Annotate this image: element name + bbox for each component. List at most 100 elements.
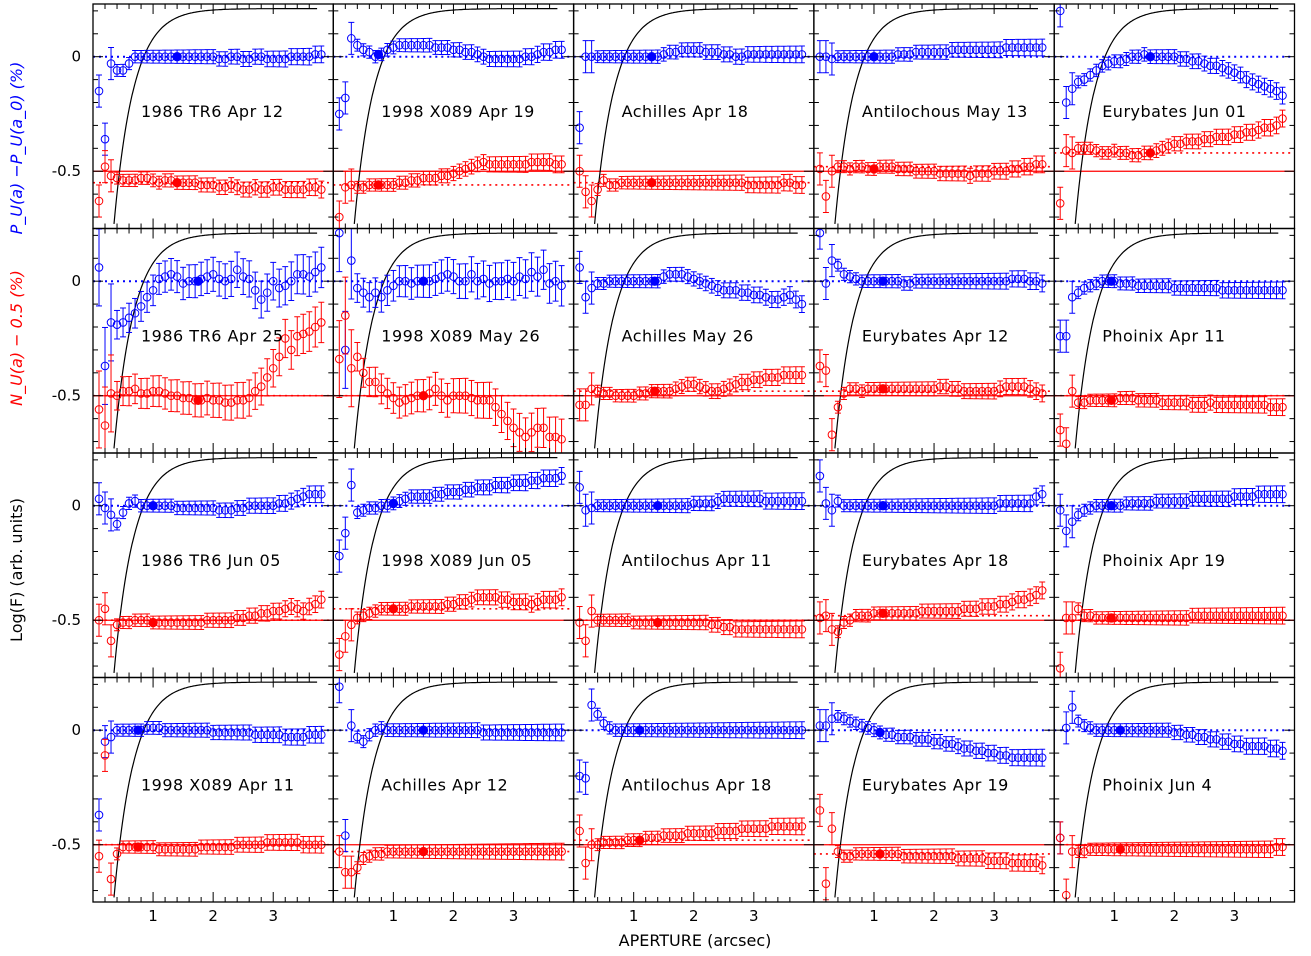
- null-point: [743, 625, 753, 634]
- pol-point: [1025, 276, 1035, 286]
- pol-point: [545, 47, 554, 57]
- pol-ref-point: [373, 49, 384, 60]
- pol-point: [923, 276, 933, 286]
- pol-point: [106, 318, 116, 327]
- pol-point: [929, 276, 939, 286]
- null-point: [773, 180, 783, 190]
- pol-point: [515, 272, 524, 281]
- null-point: [1188, 137, 1197, 146]
- null-point: [581, 636, 590, 646]
- null-point: [1206, 398, 1215, 407]
- flux-curve: [1074, 232, 1279, 449]
- pol-point: [304, 52, 314, 61]
- pol-point: [244, 274, 254, 284]
- pol-point: [425, 40, 434, 50]
- pol-point: [959, 45, 969, 55]
- null-point: [232, 613, 242, 623]
- pol-point: [1218, 286, 1227, 295]
- pol-point: [437, 43, 446, 52]
- panel: Achilles May 26: [572, 227, 815, 454]
- pol-point: [479, 483, 488, 492]
- null-point: [959, 169, 969, 178]
- null-point: [683, 379, 693, 389]
- pol-point: [467, 485, 476, 494]
- null-point: [244, 393, 254, 403]
- pol-point: [695, 276, 705, 286]
- pol-point: [118, 508, 128, 517]
- pol-point: [160, 501, 170, 510]
- null-point: [298, 606, 308, 616]
- pol-point: [106, 59, 116, 68]
- pol-point: [713, 496, 723, 506]
- null-point: [166, 618, 176, 627]
- pol-point: [971, 276, 981, 286]
- panel-plot-area: [813, 8, 1055, 224]
- null-point: [365, 180, 374, 190]
- pol-point: [677, 501, 687, 510]
- pol-point: [268, 54, 278, 64]
- null-point: [1013, 382, 1023, 391]
- panel-title: 1986 TR6 Apr 25: [141, 327, 284, 346]
- pol-point: [821, 499, 831, 508]
- null-point: [274, 606, 284, 616]
- pol-point: [509, 478, 518, 488]
- pol-point: [755, 494, 765, 504]
- panel-plot-area: [93, 8, 334, 224]
- pol-point: [485, 483, 494, 492]
- pol-point: [112, 320, 122, 330]
- pol-point: [617, 52, 626, 61]
- pol-point: [190, 503, 200, 513]
- null-point: [292, 185, 302, 194]
- null-point: [749, 625, 759, 634]
- pol-point: [1146, 281, 1155, 291]
- null-point: [112, 173, 122, 183]
- pol-point: [1061, 331, 1071, 341]
- null-ref-point: [646, 177, 657, 188]
- pol-point: [611, 52, 620, 61]
- pol-point: [629, 501, 638, 510]
- pol-point: [154, 52, 164, 61]
- null-point: [298, 185, 308, 194]
- null-point: [371, 606, 380, 616]
- pol-point: [431, 43, 440, 52]
- pol-point: [701, 499, 711, 508]
- null-point: [665, 618, 675, 627]
- pol-point: [773, 496, 783, 506]
- null-point: [1254, 125, 1263, 135]
- null-point: [1236, 400, 1245, 410]
- pol-point: [100, 503, 110, 513]
- null-point: [869, 384, 879, 394]
- null-point: [761, 180, 771, 190]
- pol-point: [641, 276, 650, 286]
- panel-plot-area: [573, 457, 814, 673]
- pol-point: [178, 503, 188, 513]
- pol-point: [431, 274, 440, 284]
- pol-point: [1127, 279, 1137, 288]
- null-point: [827, 166, 837, 176]
- null-point: [202, 180, 212, 190]
- pol-point: [791, 496, 801, 506]
- pol-point: [1230, 286, 1239, 295]
- null-point: [208, 180, 218, 190]
- null-point: [779, 625, 789, 634]
- null-point: [683, 618, 693, 627]
- null-point: [581, 187, 590, 197]
- pol-point: [953, 276, 963, 286]
- null-point: [262, 609, 272, 618]
- pol-point: [497, 480, 506, 490]
- null-point: [1097, 396, 1107, 405]
- null-point: [184, 618, 194, 627]
- null-point: [190, 178, 200, 187]
- null-point: [953, 169, 963, 178]
- pol-point: [292, 270, 302, 279]
- pol-point: [629, 52, 638, 61]
- pol-point: [845, 52, 855, 61]
- null-point: [250, 386, 260, 396]
- null-point: [1073, 144, 1083, 153]
- pol-point: [491, 276, 500, 286]
- panel-plot-area: [813, 457, 1055, 673]
- null-point: [106, 171, 116, 181]
- null-point: [515, 597, 524, 607]
- null-point: [202, 393, 212, 403]
- pol-point: [593, 501, 602, 510]
